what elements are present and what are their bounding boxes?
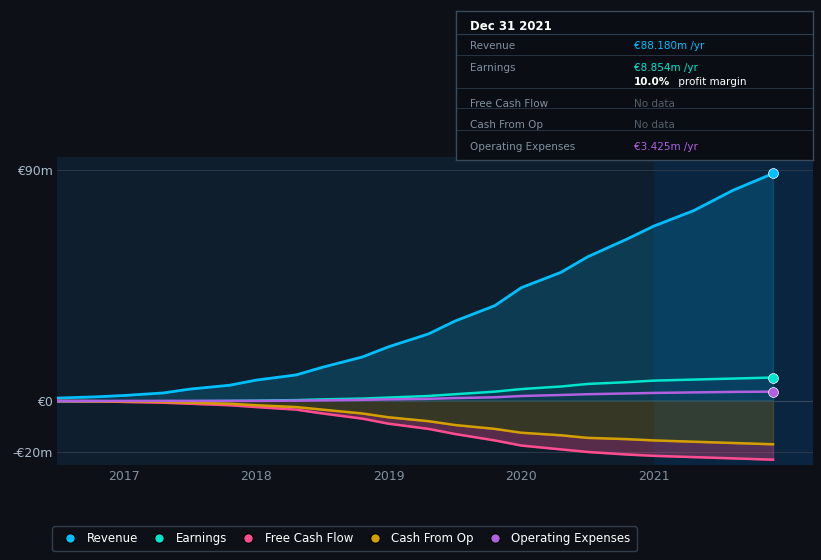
Text: €88.180m /yr: €88.180m /yr [635,41,704,51]
Point [767,169,780,178]
Text: 10.0%: 10.0% [635,77,671,87]
Text: profit margin: profit margin [676,77,747,87]
Text: €8.854m /yr: €8.854m /yr [635,63,698,73]
Text: Revenue: Revenue [470,41,515,51]
Text: Earnings: Earnings [470,63,516,73]
Text: No data: No data [635,99,675,109]
Text: Free Cash Flow: Free Cash Flow [470,99,548,109]
Text: €3.425m /yr: €3.425m /yr [635,142,698,152]
Legend: Revenue, Earnings, Free Cash Flow, Cash From Op, Operating Expenses: Revenue, Earnings, Free Cash Flow, Cash … [53,526,636,551]
Point [767,373,780,382]
Text: Cash From Op: Cash From Op [470,119,543,129]
Text: Operating Expenses: Operating Expenses [470,142,576,152]
Text: Dec 31 2021: Dec 31 2021 [470,20,552,33]
Point [767,387,780,396]
Bar [654,157,813,465]
Text: No data: No data [635,119,675,129]
